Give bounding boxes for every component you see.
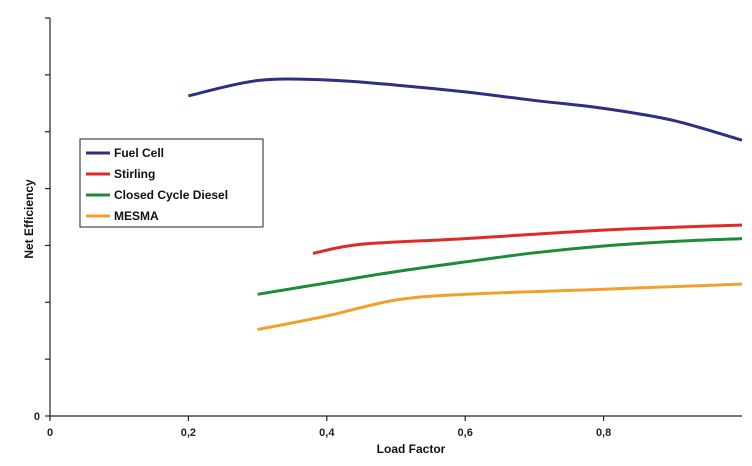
series-line-closed-cycle-diesel [257,237,743,296]
series-line-mesma [257,282,743,332]
legend-label: Stirling [114,167,155,181]
y-axis-title: Net Efficiency [22,179,36,259]
x-tick-label: 0,6 [458,427,473,439]
legend-label: MESMA [114,209,159,223]
legend-label: Closed Cycle Diesel [114,188,228,202]
x-ticks: 0 0,2 0,4 0,6 0,8 [47,416,611,439]
x-tick-label: 0 [47,427,53,439]
x-tick-label: 0,2 [181,427,196,439]
y-tick-label: 0 [34,411,40,423]
x-axis-title: Load Factor [377,442,446,456]
legend: Fuel Cell Stirling Closed Cycle Diesel MESM… [79,138,264,228]
legend-label: Fuel Cell [114,146,164,160]
y-ticks: 0 [34,17,50,423]
series-line-fuel-cell [188,77,743,142]
series-line-stirling [312,223,743,255]
x-tick-label: 0,8 [596,427,611,439]
legend-box [79,138,264,228]
series-lines [188,77,743,332]
axes: 0 0 0,2 0,4 0,6 0,8 [34,17,742,439]
x-tick-label: 0,4 [319,427,335,439]
